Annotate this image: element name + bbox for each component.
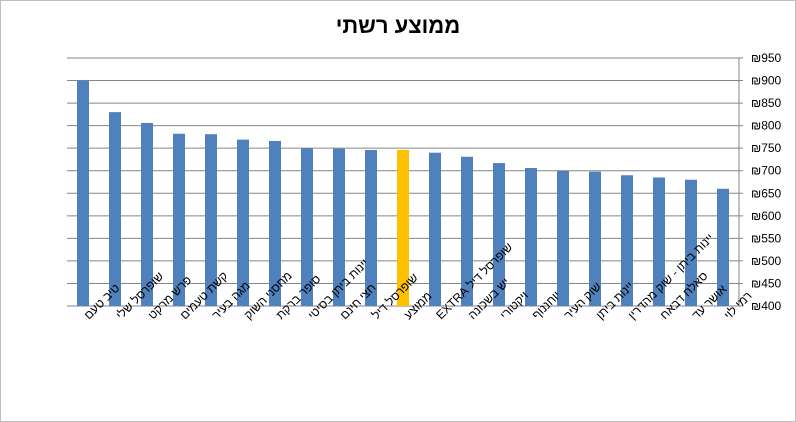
y-tick-label: ₪400: [751, 299, 782, 313]
bar: [717, 188, 729, 306]
bar: [333, 148, 345, 306]
bar: [365, 149, 377, 306]
bar: [141, 122, 153, 306]
y-tick-label: ₪500: [751, 254, 782, 268]
bar: [429, 152, 441, 306]
y-tick-label: ₪850: [751, 96, 782, 110]
bar: [621, 175, 633, 306]
bar: [77, 80, 89, 306]
y-tick-label: ₪800: [751, 119, 782, 133]
bar: [557, 170, 569, 306]
bar: [589, 171, 601, 306]
y-tick-label: ₪550: [751, 231, 782, 245]
bar: [461, 156, 473, 306]
bar: [525, 168, 537, 306]
bar: [109, 112, 121, 306]
bar: [493, 163, 505, 306]
y-tick-label: ₪950: [751, 51, 782, 65]
bar-highlight: [397, 149, 409, 306]
bar: [301, 148, 313, 306]
y-tick-label: ₪450: [751, 276, 782, 290]
bar: [269, 140, 281, 306]
y-tick-label: ₪700: [751, 164, 782, 178]
y-tick-label: ₪900: [751, 74, 782, 88]
bar: [205, 134, 217, 306]
y-tick-label: ₪650: [751, 186, 782, 200]
y-tick-label: ₪600: [751, 209, 782, 223]
y-tick-label: ₪750: [751, 141, 782, 155]
bar: [685, 179, 697, 306]
chart-title: ממוצע רשתי: [335, 13, 461, 38]
bar: [653, 177, 665, 306]
bar: [237, 139, 249, 306]
bar: [173, 133, 185, 306]
